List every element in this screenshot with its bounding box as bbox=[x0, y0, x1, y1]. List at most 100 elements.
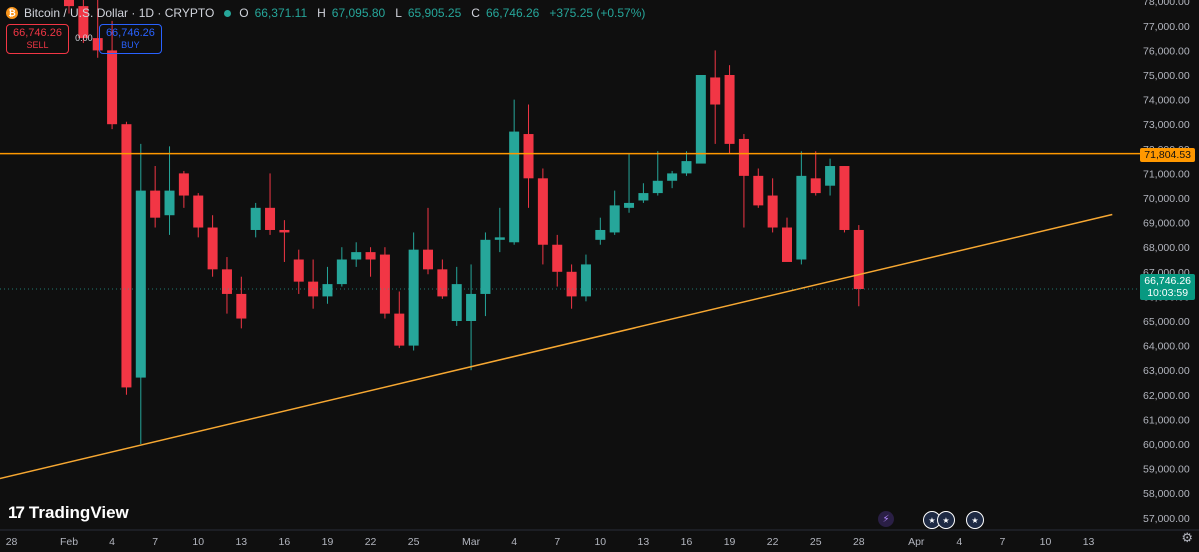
y-tick-label: 75,000.00 bbox=[1143, 70, 1190, 82]
candle-body bbox=[624, 202, 635, 208]
candle-body bbox=[710, 77, 721, 105]
trade-panel: 66,746.26 SELL 0.00 66,746.26 BUY bbox=[0, 24, 162, 54]
candle-body bbox=[379, 254, 390, 314]
candle-body bbox=[580, 264, 591, 297]
bar-countdown: 10:03:59 bbox=[1147, 287, 1189, 299]
sell-price: 66,746.26 bbox=[13, 27, 62, 39]
lightning-icon[interactable]: ⚡ bbox=[878, 511, 894, 527]
candle-body bbox=[451, 284, 462, 321]
candle-body bbox=[394, 313, 405, 346]
x-tick-label: 13 bbox=[1083, 536, 1095, 548]
candle-body bbox=[92, 38, 103, 51]
candle-body bbox=[595, 229, 606, 240]
candle-body bbox=[509, 131, 520, 243]
candle-body bbox=[767, 195, 778, 228]
x-tick-label: 13 bbox=[235, 536, 247, 548]
candle-body bbox=[839, 166, 850, 230]
candle-body bbox=[738, 138, 749, 176]
bitcoin-icon: ₿ bbox=[6, 7, 18, 19]
candle-body bbox=[638, 193, 649, 201]
candle-body bbox=[107, 50, 118, 125]
close-label: C bbox=[471, 6, 480, 20]
x-tick-label: 25 bbox=[810, 536, 822, 548]
candle-body bbox=[652, 180, 663, 194]
us-flag-icon[interactable]: ★ bbox=[937, 511, 955, 529]
candle-body bbox=[437, 269, 448, 297]
x-tick-label: 28 bbox=[853, 536, 865, 548]
tradingview-logo-icon: 17 bbox=[8, 503, 25, 522]
y-tick-label: 62,000.00 bbox=[1143, 390, 1190, 402]
spread-value: 0.00 bbox=[75, 33, 93, 43]
candle-body bbox=[135, 190, 146, 378]
candle-body bbox=[207, 227, 218, 270]
candle-body bbox=[796, 175, 807, 260]
candle-body bbox=[351, 252, 362, 260]
x-tick-label: 22 bbox=[767, 536, 779, 548]
candle-body bbox=[365, 252, 376, 260]
candle-body bbox=[322, 284, 333, 297]
x-tick-label: 4 bbox=[956, 536, 962, 548]
y-tick-label: 76,000.00 bbox=[1143, 45, 1190, 57]
candle-body bbox=[480, 239, 491, 294]
open-value: 66,371.11 bbox=[254, 6, 308, 20]
symbol-title[interactable]: Bitcoin / U.S. Dollar · 1D · CRYPTO bbox=[24, 6, 215, 20]
low-value: 65,905.25 bbox=[407, 6, 462, 20]
close-value: 66,746.26 bbox=[485, 6, 540, 20]
high-label: H bbox=[317, 6, 326, 20]
x-tick-label: 25 bbox=[408, 536, 420, 548]
buy-label: BUY bbox=[121, 40, 140, 50]
x-tick-label: 4 bbox=[511, 536, 517, 548]
x-tick-label: 10 bbox=[1040, 536, 1052, 548]
y-tick-label: 78,000.00 bbox=[1143, 0, 1190, 8]
y-tick-label: 73,000.00 bbox=[1143, 119, 1190, 131]
y-tick-label: 58,000.00 bbox=[1143, 488, 1190, 500]
y-tick-label: 74,000.00 bbox=[1143, 95, 1190, 107]
candle-body bbox=[681, 161, 692, 174]
candle-body bbox=[782, 227, 792, 262]
change-value: +375.25 (+0.57%) bbox=[549, 6, 646, 20]
y-tick-label: 77,000.00 bbox=[1143, 21, 1190, 33]
x-tick-label: 28 bbox=[6, 536, 18, 548]
y-tick-label: 71,000.00 bbox=[1143, 168, 1190, 180]
candle-body bbox=[250, 207, 261, 230]
us-flag-icon[interactable]: ★ bbox=[923, 511, 941, 529]
low-label: L bbox=[395, 6, 402, 20]
trendline bbox=[0, 213, 1113, 480]
candle-body bbox=[537, 178, 548, 245]
x-tick-label: 16 bbox=[681, 536, 693, 548]
y-tick-label: 69,000.00 bbox=[1143, 218, 1190, 230]
candle-body bbox=[552, 244, 563, 272]
settings-gear-icon[interactable]: ⚙ bbox=[1181, 530, 1193, 545]
candle-body bbox=[609, 205, 620, 233]
candle-body bbox=[825, 166, 836, 186]
x-tick-label: Apr bbox=[908, 536, 925, 548]
candle-body bbox=[164, 190, 175, 216]
sell-button[interactable]: 66,746.26 SELL bbox=[6, 24, 69, 54]
candle-body bbox=[408, 249, 419, 346]
candle-body bbox=[566, 271, 577, 297]
tradingview-logo[interactable]: 17 TradingView bbox=[8, 503, 129, 523]
buy-button[interactable]: 66,746.26 BUY bbox=[98, 24, 162, 54]
candle-body bbox=[667, 173, 678, 181]
x-tick-label: 4 bbox=[109, 536, 115, 548]
x-tick-label: 19 bbox=[724, 536, 736, 548]
us-flag-icon[interactable]: ★ bbox=[966, 511, 984, 529]
y-tick-label: 57,000.00 bbox=[1143, 513, 1190, 525]
candle-body bbox=[423, 249, 433, 270]
candle-body bbox=[695, 75, 706, 164]
x-tick-label: 10 bbox=[594, 536, 606, 548]
candle-body bbox=[336, 259, 347, 285]
high-value: 67,095.80 bbox=[331, 6, 386, 20]
x-tick-label: 7 bbox=[554, 536, 560, 548]
y-tick-label: 60,000.00 bbox=[1143, 439, 1190, 451]
market-status-icon bbox=[224, 9, 232, 17]
x-tick-label: 13 bbox=[638, 536, 650, 548]
y-tick-label: 68,000.00 bbox=[1143, 242, 1190, 254]
x-tick-label: 19 bbox=[322, 536, 334, 548]
x-tick-label: 16 bbox=[279, 536, 291, 548]
y-tick-label: 59,000.00 bbox=[1143, 464, 1190, 476]
candle-body bbox=[466, 293, 477, 321]
candle-body bbox=[265, 207, 276, 230]
x-tick-label: 7 bbox=[152, 536, 158, 548]
